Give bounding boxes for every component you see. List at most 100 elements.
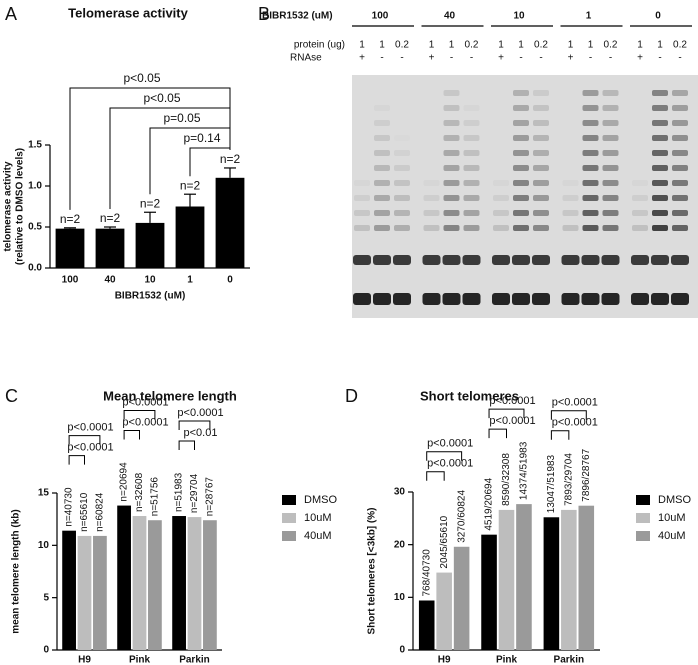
gel-band xyxy=(492,293,510,305)
rnase-mark: + xyxy=(498,53,504,64)
row-label: RNAse xyxy=(290,53,322,64)
p-value: p<0.0001 xyxy=(122,416,168,428)
bar-annotation: n=2 xyxy=(60,212,81,226)
y-tick-label: 0.5 xyxy=(28,222,42,233)
x-tick-label: H9 xyxy=(78,655,91,665)
protein-amount: 0.2 xyxy=(395,40,409,51)
rnase-mark: - xyxy=(658,53,661,64)
chart-title: Telomerase activity xyxy=(68,5,188,20)
gel-band xyxy=(652,225,668,231)
gel-band xyxy=(422,293,441,305)
bar-annotation: n=2 xyxy=(180,178,201,192)
gel-band xyxy=(422,255,441,265)
bar xyxy=(95,228,125,268)
gel-band xyxy=(463,195,480,201)
significance-bracket xyxy=(123,410,156,420)
gel-band xyxy=(672,225,688,231)
gel-band xyxy=(443,210,460,216)
gel-band xyxy=(632,195,648,201)
group-label: 1 xyxy=(586,11,592,22)
gel-band xyxy=(672,105,688,111)
legend-swatch xyxy=(282,495,296,505)
p-value: p<0.0001 xyxy=(489,415,535,427)
gel-band xyxy=(582,90,599,96)
significance-bracket xyxy=(488,408,525,419)
y-axis-label: (relative to DMSO levels) xyxy=(15,148,26,265)
gel-band xyxy=(513,225,529,231)
gel-band xyxy=(533,210,549,216)
significance-bracket xyxy=(123,430,140,440)
gel-band xyxy=(652,105,668,111)
gel-band xyxy=(354,225,370,231)
rnase-mark: - xyxy=(400,53,403,64)
gel-band xyxy=(652,90,668,96)
legend-label: DMSO xyxy=(658,494,691,506)
y-tick-label: 1.0 xyxy=(28,181,42,192)
bar-annotation: n=28767 xyxy=(205,477,216,517)
gel-band xyxy=(652,120,668,126)
gel-band xyxy=(493,210,509,216)
bar-annotation: 768/40730 xyxy=(421,549,432,597)
bar-annotation: n=20694 xyxy=(119,462,130,502)
bar-annotation: n=32608 xyxy=(134,472,145,512)
legend-swatch xyxy=(282,531,296,541)
bar xyxy=(77,535,92,650)
gel-band xyxy=(672,150,688,156)
bar-annotation: n=2 xyxy=(220,152,241,166)
p-value: p<0.0001 xyxy=(177,407,223,419)
gel-band xyxy=(513,210,529,216)
gel-band xyxy=(581,293,600,305)
gel-band xyxy=(651,255,669,265)
gel-band xyxy=(443,120,460,126)
rnase-mark: - xyxy=(539,53,542,64)
gel-band xyxy=(354,180,370,186)
p-value: p<0.0001 xyxy=(552,397,598,409)
protein-amount: 0.2 xyxy=(604,40,618,51)
gel-band xyxy=(632,180,648,186)
gel-band xyxy=(374,135,390,141)
gel-band xyxy=(513,150,529,156)
gel-band xyxy=(393,293,411,305)
gel-band xyxy=(393,255,411,265)
p-value: p=0.14 xyxy=(183,131,220,145)
gel-band xyxy=(394,150,410,156)
gel-band xyxy=(533,225,549,231)
x-tick-label: Pink xyxy=(496,655,518,665)
gel-band xyxy=(463,150,480,156)
gel-band xyxy=(533,135,549,141)
gel-band xyxy=(463,210,480,216)
x-tick-label: 1 xyxy=(187,275,193,286)
gel-band xyxy=(513,90,529,96)
protein-amount: 0.2 xyxy=(534,40,548,51)
rnase-mark: + xyxy=(429,53,435,64)
gel-band xyxy=(561,293,580,305)
gel-band xyxy=(493,225,509,231)
x-tick-label: H9 xyxy=(438,655,451,665)
gel-band xyxy=(443,150,460,156)
gel-band xyxy=(374,225,390,231)
p-value: p<0.05 xyxy=(123,71,160,85)
gel-band xyxy=(533,195,549,201)
rnase-mark: - xyxy=(519,53,522,64)
chart-title: Mean telomere length xyxy=(103,388,237,403)
bar xyxy=(436,572,452,650)
significance-bracket xyxy=(189,147,231,177)
gel-band xyxy=(443,225,460,231)
bar xyxy=(187,517,202,650)
p-value: p<0.0001 xyxy=(489,395,535,407)
legend-label: 40uM xyxy=(304,530,332,542)
panel-label: C xyxy=(5,386,18,406)
legend-label: 40uM xyxy=(658,530,686,542)
gel-band xyxy=(533,180,549,186)
gel-band xyxy=(671,255,689,265)
rnase-mark: - xyxy=(589,53,592,64)
gel-band xyxy=(632,225,648,231)
gel-band xyxy=(513,165,529,171)
gel-band xyxy=(582,210,599,216)
bar xyxy=(453,546,470,650)
rnase-mark: + xyxy=(359,53,365,64)
gel-band xyxy=(652,195,668,201)
gel-band xyxy=(652,150,668,156)
gel-band xyxy=(374,105,390,111)
